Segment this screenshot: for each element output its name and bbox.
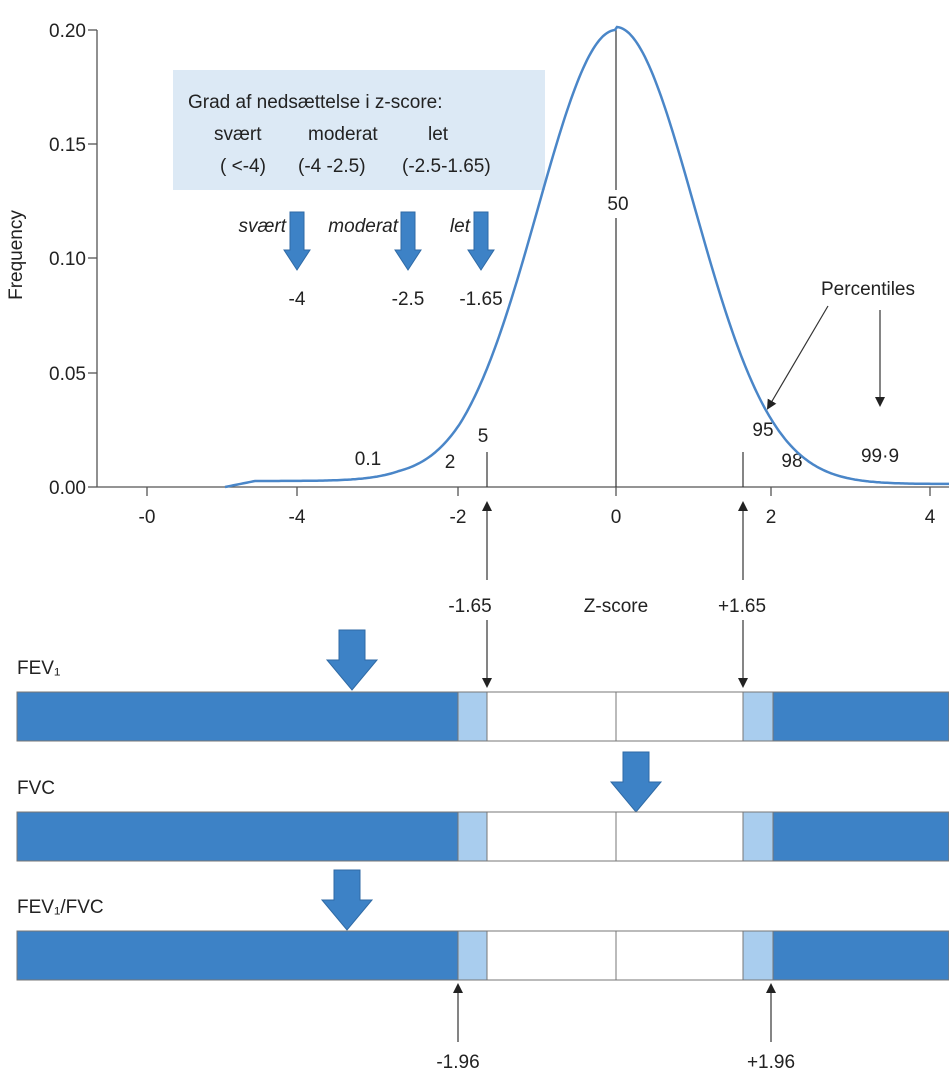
x-tick-label: 2 <box>766 507 777 528</box>
percentile-label: 2 <box>445 452 456 473</box>
severity-value: -4 <box>289 289 306 310</box>
bar-segment <box>16 691 459 742</box>
y-tick-label: 0.10 <box>49 249 86 270</box>
x-axis-label: Z-score <box>584 596 648 617</box>
x-tick-label: 0 <box>611 507 622 528</box>
severity-label: moderat <box>328 216 398 237</box>
bar-label: FVC <box>17 778 55 799</box>
down-arrow <box>394 211 422 271</box>
bar-label: FEV₁/FVC <box>17 897 104 918</box>
down-arrow <box>283 211 311 271</box>
bar-segment <box>486 811 617 862</box>
bar-segment <box>772 811 949 862</box>
legend-range: (-4 -2.5) <box>298 156 366 177</box>
down-arrow <box>467 211 495 271</box>
legend-range: (-2.5-1.65) <box>402 156 491 177</box>
percentile-label: 5 <box>478 426 489 447</box>
y-tick-label: 0.15 <box>49 135 86 156</box>
percentile-label: 50 <box>607 194 628 215</box>
severity-value: -2.5 <box>392 289 425 310</box>
bar-segment <box>615 811 744 862</box>
bar-segment <box>615 691 744 742</box>
legend-box <box>173 70 545 190</box>
severity-value: -1.65 <box>459 289 502 310</box>
bar-segment <box>772 930 949 981</box>
bar-segment <box>615 930 744 981</box>
percentile-label: 99·9 <box>861 446 899 467</box>
density-curve <box>224 25 949 489</box>
cutoff-label: -1.96 <box>436 1052 479 1073</box>
cutoff-label: +1.65 <box>718 596 766 617</box>
bar-label: FEV₁ <box>17 658 60 679</box>
y-tick-label: 0.20 <box>49 21 86 42</box>
legend-header: svært <box>214 124 262 145</box>
legend-header: let <box>428 124 449 145</box>
legend-title: Grad af nedsættelse i z-score: <box>188 92 443 113</box>
bar-segment <box>457 811 488 862</box>
bar-segment <box>772 691 949 742</box>
percentile-arrow <box>766 305 829 410</box>
percentile-label: 95 <box>752 420 773 441</box>
cutoff-label: -1.65 <box>448 596 491 617</box>
legend-range: ( <-4) <box>220 156 266 177</box>
bar-segment <box>457 691 488 742</box>
percentile-label: 98 <box>781 451 802 472</box>
down-arrow <box>609 751 663 813</box>
x-tick-label: 4 <box>925 507 936 528</box>
severity-label: svært <box>239 216 287 237</box>
cutoff-label: +1.96 <box>747 1052 795 1073</box>
y-tick-label: 0.00 <box>49 478 86 499</box>
bar-segment <box>742 811 774 862</box>
label-gap <box>602 190 630 216</box>
percentiles-title: Percentiles <box>821 279 915 300</box>
y-tick-label: 0.05 <box>49 364 86 385</box>
down-arrow <box>320 869 374 931</box>
bar-segment <box>742 930 774 981</box>
x-tick-label: -0 <box>139 507 156 528</box>
bar-segment <box>742 691 774 742</box>
legend-header: moderat <box>308 124 378 145</box>
down-arrow <box>325 629 379 691</box>
bar-segment <box>16 811 459 862</box>
bar-segment <box>457 930 488 981</box>
y-axis-label: Frequency <box>6 210 27 300</box>
percentile-label: 0.1 <box>355 449 381 470</box>
severity-label: let <box>450 216 471 237</box>
x-tick-label: -2 <box>450 507 467 528</box>
bar-segment <box>486 930 617 981</box>
x-tick-label: -4 <box>289 507 306 528</box>
bar-segment <box>486 691 617 742</box>
bar-segment <box>16 930 459 981</box>
